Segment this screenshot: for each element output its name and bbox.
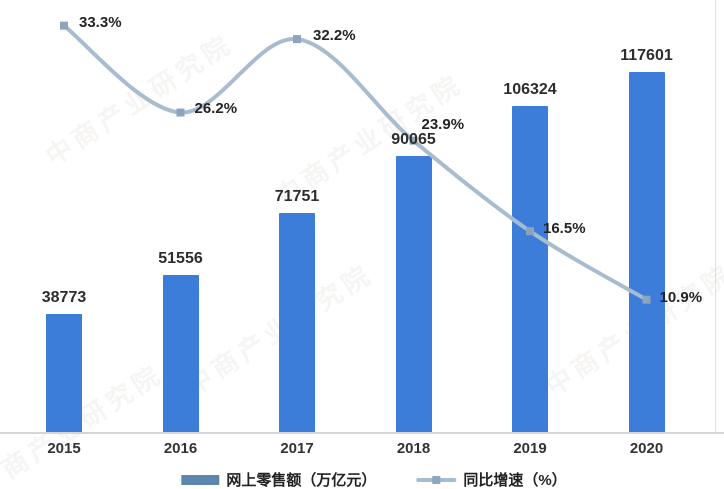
bar-series-swatch bbox=[181, 474, 220, 485]
bar-value-label-2018: 90065 bbox=[391, 131, 436, 149]
line-marker-2017 bbox=[293, 35, 301, 44]
line-series-swatch bbox=[416, 475, 457, 485]
growth-label-2020: 10.9% bbox=[659, 288, 703, 306]
bar-value-label-2016: 51556 bbox=[158, 249, 203, 267]
bar-2018 bbox=[395, 156, 432, 433]
x-axis-label-2016: 2016 bbox=[163, 440, 198, 457]
watermark: 中商产业研究院 bbox=[0, 358, 169, 489]
bar-value-label-2019: 106324 bbox=[503, 81, 557, 99]
watermark: 中商产业研究院 bbox=[40, 28, 239, 172]
legend-item-retail: 网上零售额（万亿元） bbox=[181, 469, 376, 489]
bar-2019 bbox=[512, 106, 548, 433]
growth-label-2018: 23.9% bbox=[421, 115, 465, 133]
growth-label-2015: 33.3% bbox=[79, 13, 122, 31]
line-marker-2015 bbox=[60, 21, 68, 30]
bar-2020 bbox=[628, 71, 665, 433]
x-axis-line bbox=[0, 432, 724, 434]
legend-bar-label: 网上零售额（万亿元） bbox=[226, 472, 377, 489]
line-swatch-marker bbox=[432, 475, 441, 484]
bar-value-label-2020: 117601 bbox=[620, 46, 673, 64]
bar-2015 bbox=[46, 313, 82, 433]
x-axis-label-2020: 2020 bbox=[629, 440, 664, 457]
x-axis-label-2015: 2015 bbox=[47, 440, 81, 457]
legend-item-growth: 同比增速（%） bbox=[416, 469, 567, 489]
growth-label-2016: 26.2% bbox=[194, 99, 238, 117]
x-axis-label-2019: 2019 bbox=[513, 440, 547, 457]
bar-2017 bbox=[279, 212, 315, 433]
growth-label-2017: 32.2% bbox=[313, 27, 356, 45]
bar-value-label-2015: 38773 bbox=[41, 288, 87, 306]
bar-2016 bbox=[162, 274, 199, 433]
bar-value-label-2017: 71751 bbox=[274, 187, 320, 205]
line-marker-2016 bbox=[176, 108, 185, 117]
legend-line-label: 同比增速（%） bbox=[463, 472, 567, 489]
legend: 网上零售额（万亿元） 同比增速（%） bbox=[181, 469, 567, 489]
x-axis-label-2018: 2018 bbox=[396, 440, 431, 457]
growth-label-2019: 16.5% bbox=[543, 220, 586, 238]
x-axis-label-2017: 2017 bbox=[280, 440, 314, 457]
plot-right-border bbox=[715, 0, 716, 433]
